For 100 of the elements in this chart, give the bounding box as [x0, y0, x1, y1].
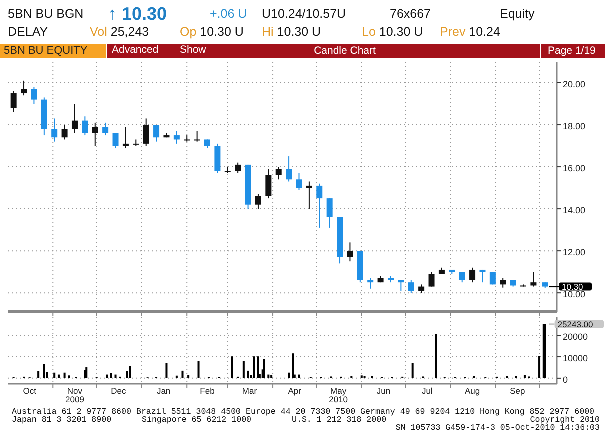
bar	[114, 374, 117, 378]
y-tick-label: 20.00	[563, 80, 586, 90]
x-tick-label: Jul	[422, 386, 433, 396]
bar	[188, 375, 190, 378]
candlestick	[306, 181, 312, 210]
bar	[412, 363, 414, 378]
x-tick-label: Oct	[23, 386, 38, 396]
bar	[247, 370, 250, 378]
text: U10.24/10.57U	[262, 7, 346, 21]
y-tick-label: 12.00	[563, 248, 586, 258]
text: Singapore 65 6212 1000	[142, 415, 252, 425]
bar	[270, 375, 273, 378]
bar	[54, 372, 56, 378]
text: +.06 U	[210, 7, 248, 21]
bar	[38, 371, 40, 378]
candlestick	[92, 122, 98, 147]
bar	[176, 376, 178, 378]
candlestick	[347, 242, 354, 262]
x-tick-label: Mar	[242, 386, 258, 396]
candlestick	[500, 278, 506, 288]
y-tick-label: 14.00	[563, 206, 586, 216]
candlestick	[143, 118, 150, 147]
y-tick-label: 10.00	[563, 290, 586, 300]
candlestick	[428, 272, 435, 288]
bar	[43, 364, 46, 378]
x-tick-label: Jun	[376, 386, 391, 396]
candlestick	[194, 130, 200, 142]
candlestick	[174, 130, 180, 144]
bar	[129, 366, 132, 378]
candlestick	[72, 104, 78, 134]
text: U.S. 1 212 318 2000	[292, 416, 387, 425]
candlestick	[459, 272, 466, 284]
text: Hi 10.30 U	[262, 25, 322, 39]
bar	[435, 334, 438, 378]
candlestick	[10, 90, 17, 113]
bar	[166, 363, 168, 378]
bar	[86, 368, 88, 378]
bar	[242, 361, 245, 378]
bar	[198, 361, 200, 378]
y-tick-label: 18.00	[563, 122, 586, 132]
bar	[524, 375, 526, 378]
bar	[288, 372, 290, 378]
y-tick-label: 0	[563, 374, 568, 385]
candlestick	[316, 183, 323, 228]
candlestick	[266, 168, 272, 200]
candlestick	[480, 269, 486, 284]
candlestick	[530, 272, 537, 288]
text: Vol 25,243	[90, 25, 150, 39]
text: Advanced	[112, 44, 159, 56]
text: ↑ 10.30	[108, 4, 168, 24]
x-tick-label: Jan	[156, 386, 171, 396]
text: DELAY	[8, 25, 49, 39]
text: Page 1/19	[548, 45, 596, 57]
chart-title: Candle Chart	[314, 45, 376, 57]
text: Copyright 2010	[530, 415, 600, 425]
annotation: 25243.00	[558, 319, 594, 330]
bar	[263, 359, 266, 378]
candlestick	[490, 272, 496, 286]
bar	[182, 370, 184, 378]
y-tick-label: 10000	[563, 354, 588, 364]
candlestick	[470, 267, 476, 284]
bar	[360, 376, 363, 378]
bar	[68, 376, 70, 378]
text: Prev 10.24	[440, 25, 501, 39]
bar	[231, 356, 234, 378]
bar	[292, 354, 294, 378]
candlestick	[122, 126, 129, 149]
bar	[64, 372, 66, 378]
candlestick	[21, 80, 28, 96]
annotation: 10.30	[562, 282, 584, 292]
text: Equity	[500, 7, 536, 21]
text: Australia 61 2 9777 8600 Brazil 5511 3048 4500 Europe 44 20 7330 7500 Germany 49 69 9204 1210 Hong Kong 852 2977 6000	[12, 407, 595, 417]
candlestick	[235, 162, 242, 174]
candlestick	[408, 280, 414, 294]
bar	[253, 356, 256, 378]
candlestick	[154, 124, 160, 142]
candlestick	[31, 86, 38, 105]
x-tick-label: Nov 2009	[66, 386, 85, 404]
bar	[298, 374, 300, 378]
candlestick	[286, 156, 292, 182]
text: Japan 81 3 3201 8900	[12, 416, 112, 425]
text: Lo 10.30 U	[362, 25, 424, 39]
candlestick	[326, 198, 333, 228]
x-tick-label: Feb	[200, 386, 216, 396]
y-tick-label: 16.00	[563, 164, 586, 174]
text: Op 10.30 U	[180, 25, 244, 39]
x-tick-label: May 2010	[329, 386, 348, 404]
bar	[106, 374, 108, 378]
candlestick	[296, 172, 302, 191]
x-tick-label: Apr	[288, 386, 302, 396]
y-tick-label: 20000	[563, 332, 588, 342]
text: 5BN BU BGN	[8, 7, 84, 21]
x-tick-label: Sep	[510, 386, 526, 396]
bar	[110, 373, 112, 378]
candlestick	[368, 278, 374, 290]
candlestick	[102, 122, 109, 136]
bar	[268, 374, 270, 378]
candlestick	[255, 194, 262, 210]
x-tick-label: Dec	[111, 386, 127, 396]
text: Show	[180, 44, 207, 56]
